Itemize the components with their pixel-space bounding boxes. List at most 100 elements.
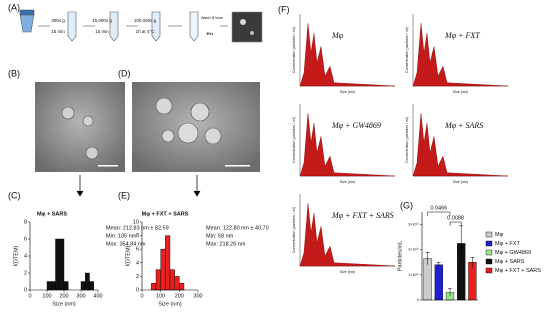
product: EVs — [207, 32, 214, 36]
nta-trace — [299, 23, 396, 87]
stat-note: Max: 354.84 nm — [106, 241, 146, 247]
step-speed: 15,000x g — [92, 18, 112, 23]
nta-plot: Mφ Size (nm) Concentration (particles / ml… — [292, 14, 396, 94]
nta-trace — [412, 113, 509, 177]
hist-bar — [165, 235, 171, 291]
nta-trace — [299, 113, 396, 177]
bar — [468, 262, 477, 301]
nta-x-label: Size (nm) — [453, 90, 468, 94]
y-axis-label: f(DTEM) — [13, 245, 19, 266]
p-value: 0.0466 — [430, 205, 447, 211]
y-tick-label: 2×10¹⁰ — [408, 248, 419, 252]
wash: Wash/ B'Vcse — [201, 16, 223, 20]
step-speed: 100,000x g — [134, 18, 157, 23]
stat-note: Min: 58 nm — [206, 233, 234, 239]
p-value: 0.0088 — [447, 215, 464, 221]
tem-image-b — [35, 82, 125, 172]
y-tick-label: 6 — [24, 236, 27, 242]
x-tick-label: 200 — [175, 293, 184, 299]
y-tick-label: 8 — [136, 233, 139, 239]
y-tick-label: 1×10¹⁰ — [408, 273, 419, 277]
hist-bar — [89, 281, 94, 291]
y-tick-label: 8 — [24, 219, 27, 225]
error-bar — [448, 288, 452, 297]
panel-label: (C) — [8, 190, 21, 200]
step-time: 1h at 4°C — [136, 29, 156, 34]
nta-trace — [412, 23, 509, 87]
x-tick-label: 100 — [156, 293, 165, 299]
step-speed: 300x g — [51, 18, 65, 23]
y-axis-label: f(DTEM) — [125, 245, 131, 266]
y-tick-label: 0 — [24, 287, 27, 293]
legend-label: Mφ + SARS — [495, 259, 525, 265]
hist-bar — [155, 269, 161, 291]
nta-x-label: Size (nm) — [340, 90, 355, 94]
nta-sample: Mφ — [331, 31, 344, 40]
nta-sample: Mφ + GW4869 — [331, 121, 381, 130]
nta-y-label: Concentration (particles / ml) — [405, 27, 409, 73]
x-tick-label: 300 — [76, 293, 85, 299]
error-bar — [436, 262, 441, 268]
hist-bar — [63, 281, 69, 291]
panel-label: (D) — [118, 68, 131, 78]
legend-swatch — [485, 267, 493, 274]
x-axis-label: Size (nm) — [158, 301, 182, 307]
y-tick-label: 2 — [136, 274, 139, 280]
nta-plot: Mφ + FXT + SARS Size (nm) Concentration (p… — [292, 194, 396, 274]
stat-note: Min: 105 nm — [106, 233, 137, 239]
y-tick-label: 4 — [24, 253, 27, 259]
legend-label: Mφ + FXT + SARS — [495, 268, 541, 274]
y-tick-label: 0 — [136, 287, 139, 293]
legend-swatch — [485, 249, 493, 256]
significance-bracket — [449, 221, 462, 226]
y-tick-label: 3×10¹⁰ — [408, 223, 419, 227]
nta-trace — [299, 203, 396, 267]
panel-label: (G) — [400, 200, 413, 210]
x-tick-label: 100 — [42, 293, 51, 299]
legend-swatch — [485, 231, 493, 238]
panel-label: (F) — [278, 4, 290, 14]
hist-bar — [85, 272, 90, 291]
stat-note: Mean: 212.83 nm ± 82.59 — [106, 225, 169, 231]
hist-bar — [179, 283, 185, 291]
arrows — [76, 175, 201, 197]
hist-bar — [151, 283, 157, 291]
panel-label: (B) — [8, 68, 20, 78]
x-tick-label: 0 — [140, 293, 143, 299]
hist-bar — [169, 269, 175, 291]
nta-sample: Mφ + FXT + SARS — [331, 211, 394, 220]
nta-x-label: Size (nm) — [340, 180, 355, 184]
significance-bracket — [427, 211, 451, 216]
x-tick-label: 0 — [28, 293, 31, 299]
nta-y-label: Concentration (particles / ml) — [292, 117, 296, 163]
nta-sample: Mφ + FXT — [444, 31, 480, 40]
nta-plot: Mφ + GW4869 Size (nm) Concentration (parti… — [292, 104, 396, 184]
panel-label: (E) — [118, 190, 130, 200]
workflow-drawing — [19, 9, 263, 43]
y-tick-label: 6 — [136, 247, 139, 253]
legend-label: Mφ + FXT — [495, 241, 520, 247]
nta-y-label: Concentration (particles / ml) — [405, 117, 409, 163]
nta-y-label: Concentration (particles / ml) — [292, 27, 296, 73]
stat-note: Max: 218.26 nm — [206, 241, 246, 247]
legend-swatch — [485, 258, 493, 265]
hist-bar — [59, 238, 65, 291]
y-axis-label: Particles/mL — [397, 241, 403, 271]
axes — [421, 212, 478, 301]
tem-image-d — [132, 82, 260, 172]
nta-plot: Mφ + SARS Size (nm) Concentration (particl… — [405, 104, 509, 184]
x-axis-label: Size (nm) — [52, 301, 76, 307]
hist-bar — [174, 276, 180, 291]
hist-bar — [160, 248, 166, 291]
hist-title: Mφ + FXT + SARS — [142, 211, 189, 217]
y-tick-label: 10 — [133, 219, 139, 225]
x-tick-label: 300 — [193, 293, 202, 299]
hist-bar — [51, 281, 56, 291]
nta-x-label: Size (nm) — [340, 270, 355, 274]
hist-bar — [55, 238, 60, 291]
error-bar — [425, 251, 430, 265]
legend-label: Mφ — [495, 232, 504, 238]
nta-x-label: Size (nm) — [453, 180, 468, 184]
legend-label: Mφ + GW4869 — [495, 250, 531, 256]
